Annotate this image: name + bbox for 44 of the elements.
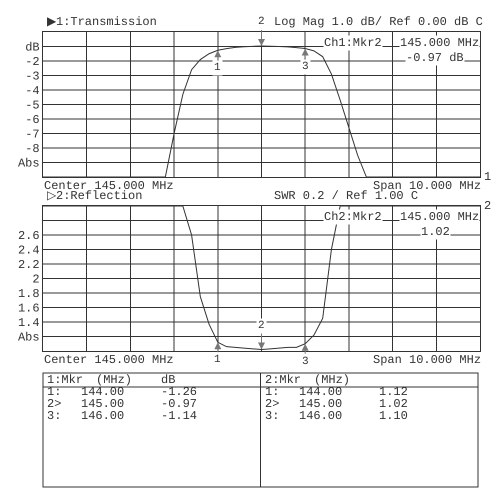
text: 2	[484, 199, 492, 213]
text: 3: 146.00 -1.14	[47, 409, 198, 423]
y-tick-label: 1.4	[18, 316, 40, 330]
annotation: Ch2:Mkr2	[324, 210, 382, 224]
annotation: 2	[258, 320, 265, 332]
y-tick-label: -6	[25, 113, 40, 128]
y-tick-label: -2	[25, 55, 40, 70]
text: 2> 145.00 -0.97	[47, 397, 198, 411]
text: 2:Mkr (MHz)	[265, 373, 350, 387]
y-tick-label: 1.8	[18, 287, 40, 302]
annotation: 3	[302, 61, 309, 73]
y-tick-label: -7	[25, 128, 40, 142]
text: 1:Mkr (MHz) dB	[47, 373, 176, 387]
y-tick-label: 2.4	[18, 244, 40, 258]
y-tick-label: -3	[25, 70, 40, 84]
text: 1: 144.00 1.12	[265, 385, 408, 399]
text: 1: 144.00 -1.26	[47, 385, 198, 399]
annotation: 145.000 MHz	[400, 210, 480, 224]
chart-subtitle: Log Mag 1.0 dB/ Ref 0.00 dB C	[274, 15, 483, 29]
annotation: 1.02	[421, 225, 450, 239]
annotation: -0.97 dB	[406, 51, 464, 65]
text: 1	[484, 170, 492, 184]
y-tick-label: 2.2	[18, 258, 40, 272]
text: 2> 145.00 1.02	[265, 397, 408, 411]
text: Center 145.000 MHz	[44, 353, 174, 367]
y-tick-label: -4	[25, 84, 40, 98]
y-tick-label: Abs	[18, 156, 40, 171]
y-tick-label: dB	[25, 40, 40, 55]
annotation: 1	[214, 62, 221, 74]
annotation: Ch1:Mkr2	[324, 36, 382, 50]
y-tick-label: -5	[25, 98, 40, 113]
text: Span 10.000 MHz	[373, 353, 482, 367]
chart-title: ▶1:Transmission	[47, 15, 157, 29]
y-tick-label: -8	[25, 142, 40, 156]
annotation: 1	[214, 354, 221, 366]
y-tick-label: 2	[32, 272, 40, 287]
y-tick-label: Abs	[18, 330, 40, 345]
y-tick-label: 1.6	[18, 302, 40, 316]
annotation: 3	[302, 356, 309, 368]
chart-subtitle: SWR 0.2 / Ref 1.00 C	[274, 189, 418, 203]
text: 3: 146.00 1.10	[265, 409, 408, 423]
annotation: 2	[258, 16, 265, 28]
y-tick-label: 2.6	[18, 229, 40, 244]
annotation: 145.000 MHz	[400, 36, 480, 50]
